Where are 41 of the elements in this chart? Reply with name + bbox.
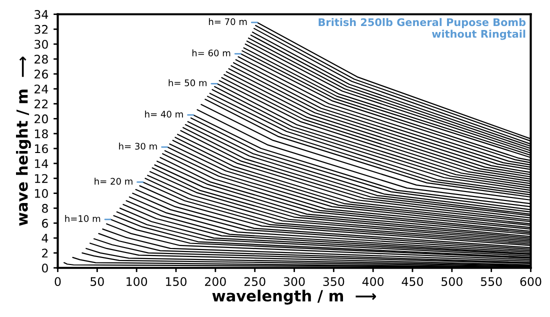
- y-tick-label: 10: [34, 189, 48, 198]
- annotation: h=10 m: [65, 215, 100, 222]
- annotation: h= 70 m: [208, 18, 247, 26]
- y-tick-label: 22: [34, 99, 48, 108]
- y-tick-label: 24: [34, 84, 48, 94]
- y-tick-label: 4: [42, 234, 48, 243]
- x-tick-label: 600: [520, 277, 542, 286]
- text: British 250lb General Pupose Bomb without Ringtail: [318, 18, 526, 40]
- y-axis-title: wave height / m ⟶: [16, 56, 31, 226]
- x-tick-label: 200: [205, 277, 226, 286]
- y-tick-label: 2: [42, 248, 48, 258]
- x-tick-label: 550: [480, 277, 502, 286]
- y-tick-label: 20: [34, 114, 48, 124]
- y-tick-label: 28: [34, 54, 48, 64]
- x-axis-title: wavelength / m ⟶: [212, 290, 376, 305]
- x-tick-label: 300: [284, 277, 305, 286]
- y-tick-label: 6: [42, 218, 48, 228]
- annotation: h= 50 m: [168, 79, 207, 86]
- x-tick-label: 350: [323, 277, 344, 286]
- x-tick-label: 250: [244, 277, 266, 286]
- y-tick-label: 0: [42, 264, 48, 273]
- x-tick-label: 400: [362, 277, 384, 286]
- x-tick-label: 0: [54, 277, 61, 286]
- y-tick-label: 12: [34, 174, 48, 183]
- annotation: h= 20 m: [94, 178, 132, 185]
- y-tick-label: 26: [34, 70, 48, 79]
- x-tick-label: 450: [402, 277, 423, 286]
- annotation: h= 60 m: [192, 49, 230, 56]
- y-tick-label: 32: [34, 24, 48, 34]
- y-tick-label: 14: [34, 159, 48, 168]
- y-tick-label: 8: [42, 204, 48, 213]
- annotation: h= 30 m: [119, 142, 157, 150]
- annotation: h= 40 m: [145, 110, 183, 118]
- x-tick-label: 50: [90, 277, 104, 286]
- y-tick-label: 16: [34, 144, 48, 154]
- x-tick-label: 100: [126, 277, 148, 286]
- y-tick-label: 34: [34, 10, 48, 19]
- y-tick-label: 30: [34, 40, 48, 49]
- x-tick-label: 150: [166, 277, 186, 286]
- y-tick-label: 18: [34, 129, 48, 138]
- x-tick-label: 500: [442, 277, 462, 286]
